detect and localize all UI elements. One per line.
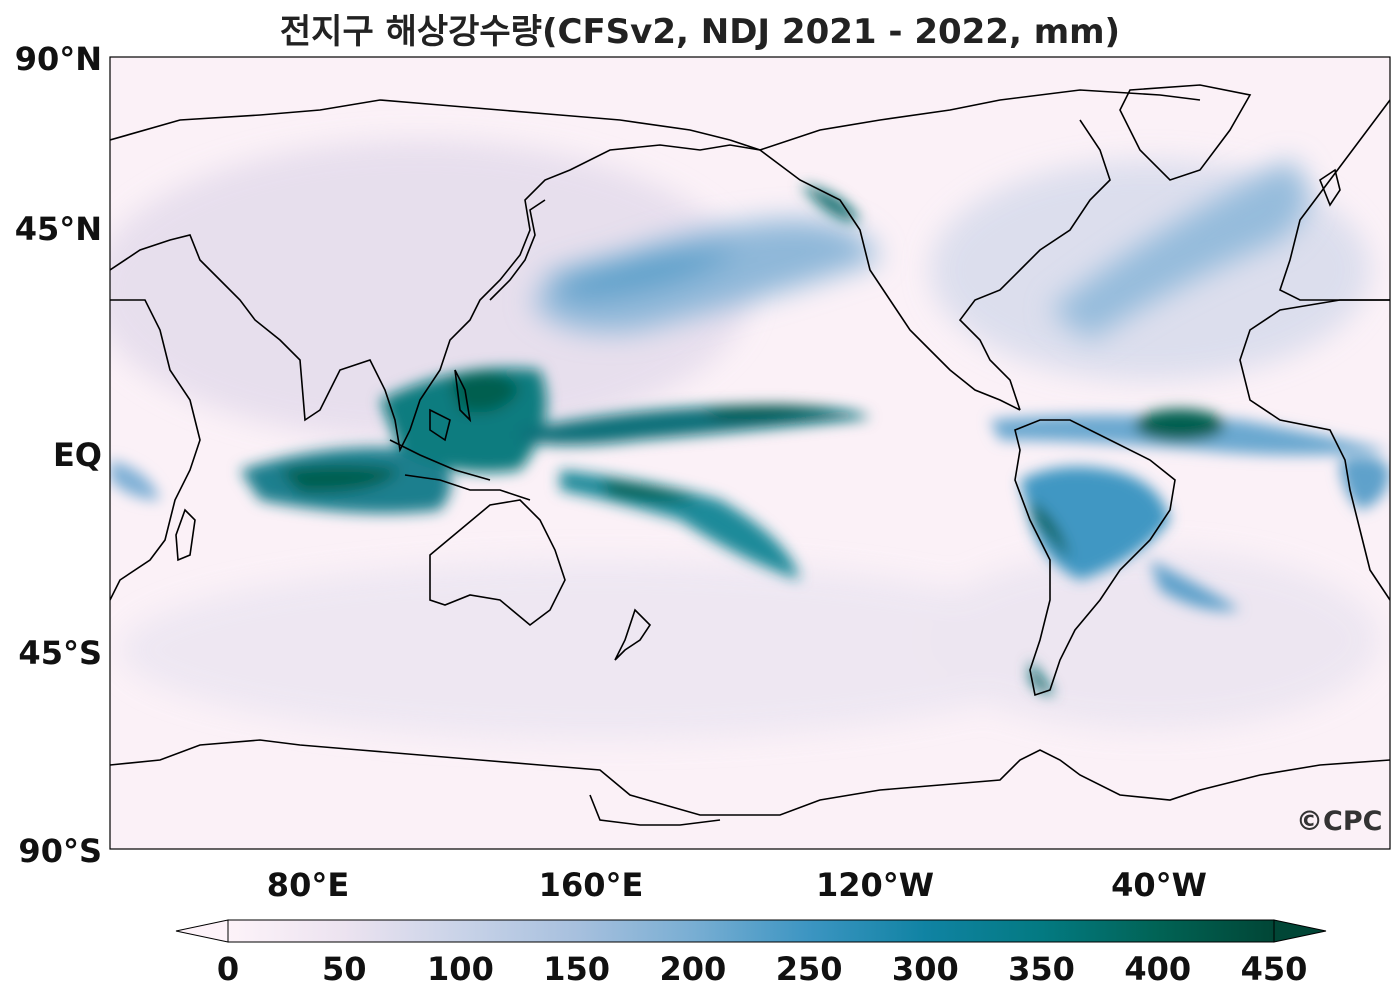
colorbar-extend-min (175, 919, 229, 943)
coastlines (110, 84, 1390, 826)
lat-label-45s: 45°S (18, 634, 102, 672)
lat-label-90n: 90°N (14, 40, 102, 78)
colorbar-tick-200: 200 (659, 950, 727, 988)
colorbar-tick-400: 400 (1124, 950, 1192, 988)
colorbar-tick-250: 250 (775, 950, 843, 988)
colorbar (175, 919, 1327, 943)
figure-title: 전지구 해상강수량(CFSv2, NDJ 2021 - 2022, mm) (279, 12, 1121, 52)
colorbar-tick-450: 450 (1240, 950, 1308, 988)
lon-label-160e: 160°E (538, 866, 644, 904)
lat-label-45n: 45°N (14, 210, 102, 248)
lon-label-80e: 80°E (266, 866, 350, 904)
lon-label-40w: 40°W (1111, 866, 1207, 904)
map-frame (109, 56, 1391, 850)
colorbar-extend-max (1273, 919, 1327, 943)
lon-label-120w: 120°W (815, 866, 935, 904)
lat-label-90s: 90°S (18, 832, 102, 870)
colorbar-gradient (227, 919, 1275, 943)
colorbar-tick-300: 300 (891, 950, 959, 988)
cpc-logo: ©CPC (1296, 806, 1383, 837)
precipitation-field (110, 140, 1390, 740)
colorbar-tick-150: 150 (543, 950, 611, 988)
colorbar-tick-350: 350 (1008, 950, 1075, 988)
colorbar-tick-50: 50 (321, 950, 367, 988)
colorbar-tick-100: 100 (427, 950, 494, 988)
colorbar-tick-0: 0 (216, 950, 240, 988)
lat-label-eq: EQ (52, 436, 102, 474)
